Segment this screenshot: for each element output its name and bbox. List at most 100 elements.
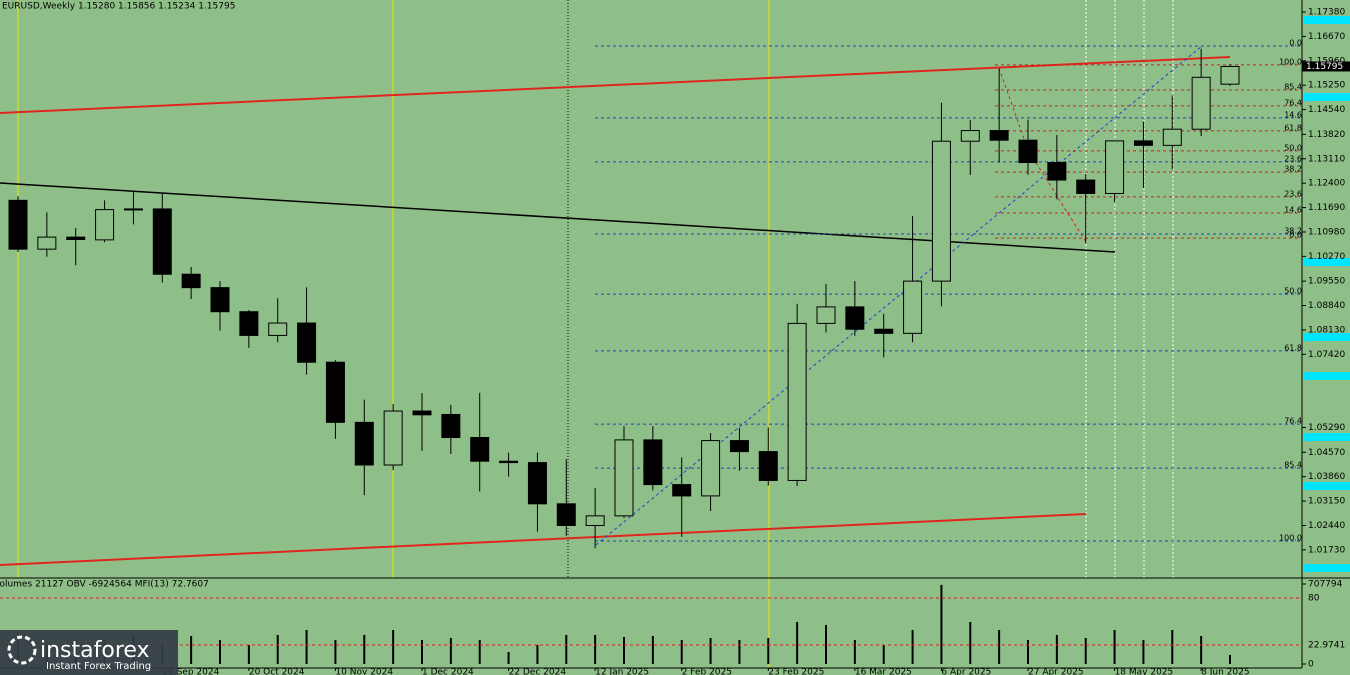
level-marker bbox=[1304, 333, 1350, 341]
candle-body bbox=[729, 440, 749, 453]
candle-body bbox=[931, 140, 951, 282]
channel-line bbox=[0, 56, 1231, 114]
y-tick-label: 1.13820 bbox=[1308, 130, 1345, 140]
candle-body bbox=[37, 236, 57, 250]
candle-body bbox=[1220, 65, 1240, 85]
level-marker bbox=[1304, 258, 1350, 266]
fib-label: 14.6 bbox=[1284, 206, 1302, 215]
y-tick-label: 1.03860 bbox=[1308, 472, 1345, 482]
fib-label: 23.6 bbox=[1284, 189, 1302, 198]
candle-body bbox=[816, 306, 836, 324]
channel-line bbox=[0, 513, 1087, 566]
y-tick-label: 1.15250 bbox=[1308, 81, 1345, 91]
candle-body bbox=[614, 439, 634, 517]
candle-body bbox=[66, 236, 86, 241]
x-tick-label: 2 Feb 2025 bbox=[682, 668, 732, 675]
candle-body bbox=[701, 440, 721, 497]
candle-body bbox=[210, 287, 230, 313]
mfi-tick-label: 80 bbox=[1308, 594, 1320, 604]
candle-body bbox=[1133, 140, 1153, 146]
x-tick-label: 29 Sep 2024 bbox=[162, 668, 219, 675]
y-tick-label: 1.14540 bbox=[1308, 105, 1345, 115]
fib-base-line bbox=[595, 45, 1203, 546]
volume-tick-label: 0 bbox=[1308, 660, 1314, 670]
candle-body bbox=[268, 322, 288, 336]
candle-body bbox=[960, 130, 980, 142]
candle-body bbox=[1105, 140, 1125, 194]
candle-body bbox=[239, 311, 259, 336]
logo-name: instaforex bbox=[40, 638, 150, 663]
y-tick-label: 1.12400 bbox=[1308, 179, 1345, 189]
candle-body bbox=[1191, 76, 1211, 130]
candle-body bbox=[181, 273, 201, 289]
candle-body bbox=[845, 306, 865, 330]
fib-label: 38.2 bbox=[1284, 165, 1302, 174]
fib-label: 76.4 bbox=[1284, 98, 1302, 107]
y-tick-label: 1.04570 bbox=[1308, 448, 1345, 458]
candle-body bbox=[441, 413, 461, 438]
y-tick-label: 1.15960 bbox=[1308, 56, 1345, 66]
level-marker bbox=[1304, 482, 1350, 490]
y-tick-label: 1.10980 bbox=[1308, 227, 1345, 237]
level-marker bbox=[1304, 433, 1350, 441]
x-tick-label: 20 Oct 2024 bbox=[249, 668, 305, 675]
fib-label: 100.0 bbox=[1279, 533, 1302, 542]
candle-body bbox=[325, 361, 345, 423]
level-marker bbox=[1304, 372, 1350, 380]
fib-label: 0.0 bbox=[1289, 231, 1302, 240]
candle-body bbox=[470, 436, 490, 462]
candle-body bbox=[989, 130, 1009, 141]
volume-tick-label: 707794 bbox=[1308, 580, 1343, 590]
fib-label: 50.0 bbox=[1284, 143, 1302, 152]
candle-body bbox=[354, 421, 374, 466]
y-tick-label: 1.03150 bbox=[1308, 497, 1345, 507]
level-marker bbox=[1304, 564, 1350, 572]
candle-body bbox=[874, 328, 894, 334]
logo-icon bbox=[7, 635, 37, 665]
candle-body bbox=[1018, 139, 1038, 164]
fib-label: 38.2 bbox=[1284, 227, 1302, 236]
y-tick-label: 1.11690 bbox=[1308, 203, 1345, 213]
x-tick-label: 12 Jan 2025 bbox=[595, 668, 649, 675]
candle-body bbox=[8, 199, 28, 250]
level-marker bbox=[1304, 16, 1350, 24]
mfi-tick-label: 22.9741 bbox=[1308, 641, 1345, 651]
candle-body bbox=[297, 322, 317, 363]
x-tick-label: 18 May 2025 bbox=[1115, 668, 1174, 675]
y-tick-label: 1.09550 bbox=[1308, 277, 1345, 287]
y-tick-label: 1.17380 bbox=[1308, 7, 1345, 17]
candle-body bbox=[1047, 162, 1067, 181]
trend-line bbox=[0, 182, 1116, 253]
y-tick-label: 1.10270 bbox=[1308, 252, 1345, 262]
y-tick-label: 1.08130 bbox=[1308, 325, 1345, 335]
fib-label: 85.4 bbox=[1284, 461, 1302, 470]
y-tick-label: 1.07420 bbox=[1308, 350, 1345, 360]
fib-label: 0.0 bbox=[1289, 39, 1302, 48]
x-tick-label: 8 Jun 2025 bbox=[1201, 668, 1249, 675]
logo-tagline: Instant Forex Trading bbox=[46, 661, 151, 672]
fib-label: 14.6 bbox=[1284, 110, 1302, 119]
candle-body bbox=[152, 208, 172, 275]
x-tick-label: 10 Nov 2024 bbox=[335, 668, 393, 675]
level-marker bbox=[1304, 93, 1350, 101]
candle-body bbox=[95, 209, 115, 241]
y-tick-label: 1.01730 bbox=[1308, 545, 1345, 555]
y-tick-label: 1.16670 bbox=[1308, 32, 1345, 42]
fib-label: 61.8 bbox=[1284, 343, 1302, 352]
candle-body bbox=[903, 280, 923, 334]
candle-body bbox=[123, 208, 143, 211]
candle-body bbox=[787, 322, 807, 481]
x-tick-label: 1 Dec 2024 bbox=[422, 668, 474, 675]
candle-body bbox=[556, 503, 576, 526]
x-tick-label: 27 Apr 2025 bbox=[1028, 668, 1084, 675]
candle-body bbox=[585, 515, 605, 526]
volume-title: Volumes 21127 OBV -6924564 MFI(13) 72.76… bbox=[0, 580, 209, 590]
last-price-label: 1.15795 bbox=[1306, 62, 1343, 72]
chart-title: EURUSD,Weekly 1.15280 1.15856 1.15234 1.… bbox=[2, 2, 235, 12]
fib-label: 85.4 bbox=[1284, 83, 1302, 92]
candle-body bbox=[643, 439, 663, 486]
